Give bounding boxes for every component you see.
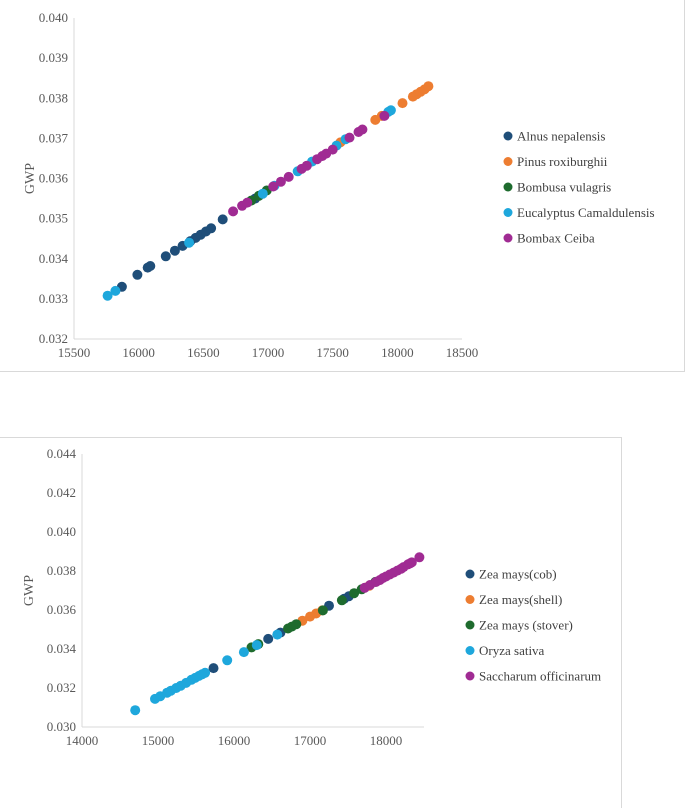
chart-1-data-point <box>160 251 171 262</box>
chart-2-legend-marker <box>465 595 475 604</box>
chart-panel-2: 0.030 0.032 0.034 0.036 0.038 0.040 0.042 0.044… <box>0 437 622 808</box>
chart-2-x-tick-label: 15000 <box>142 733 175 748</box>
chart-2-data-point <box>238 647 249 658</box>
chart-2-legend-marker <box>465 569 475 579</box>
chart-1-legend-marker <box>503 233 513 243</box>
chart-1-data-point <box>145 261 156 271</box>
chart-1-data-point <box>275 176 286 187</box>
chart-1-data-point <box>102 290 113 301</box>
chart-2-x-tick-label: 16000 <box>218 733 251 748</box>
chart-1-data-point <box>301 160 312 171</box>
scatter-chart-2: 0.030 0.032 0.034 0.036 0.038 0.040 0.042 0.044… <box>22 446 601 748</box>
chart-2-data-point <box>263 633 274 644</box>
chart-2-legend-marker <box>465 671 475 681</box>
chart-1-legend-marker <box>503 131 513 141</box>
chart-1-y-tick-label: 0.039 <box>39 50 68 65</box>
chart-1-data-point <box>385 105 396 116</box>
chart-1-legend-marker <box>503 208 513 217</box>
chart-2-y-tick-label: 0.036 <box>47 602 77 617</box>
chart-2-data-point <box>130 705 141 716</box>
chart-1-legend-label: Eucalyptus Camaldulensis <box>517 205 655 220</box>
chart-1-data-point <box>217 214 228 225</box>
chart-1-series-5 <box>228 110 390 217</box>
chart-1-y-tick-label: 0.037 <box>39 130 69 145</box>
chart-1-y-tick-label: 0.036 <box>39 171 69 186</box>
chart-2-legend-label: Oryza sativa <box>479 643 545 658</box>
chart-2-data-point <box>200 667 211 678</box>
chart-1-data-point <box>228 206 239 217</box>
chart-1-data-point <box>327 144 338 155</box>
chart-1-data-point <box>257 188 268 199</box>
chart-2-data-point <box>406 557 417 568</box>
chart-1-legend-marker <box>503 182 513 192</box>
chart-2-legend-marker <box>465 646 475 655</box>
chart-1-data-point <box>379 110 390 121</box>
chart-1-data-point <box>397 98 408 109</box>
chart-1-data-point <box>132 269 143 280</box>
chart-panel-1: 0.032 0.033 0.034 0.035 0.036 0.037 0.038 0.039… <box>0 0 685 372</box>
chart-2-y-tick-label: 0.038 <box>47 563 76 578</box>
chart-1-data-point <box>184 237 195 248</box>
chart-2-data-point <box>291 619 302 630</box>
chart-2-data-point <box>336 595 347 606</box>
chart-1-x-tick-label: 17000 <box>252 345 285 360</box>
chart-1-y-tick-label: 0.038 <box>39 90 68 105</box>
chart-1-data-point <box>283 171 294 182</box>
chart-1-legend-marker <box>503 157 513 166</box>
chart-2-series-4 <box>130 629 283 716</box>
chart-2-data-point <box>222 655 233 666</box>
chart-2-y-tick-label: 0.044 <box>47 446 77 461</box>
chart-1-legend-label: Pinus roxiburghii <box>517 154 608 169</box>
chart-2-series-5 <box>359 552 425 593</box>
chart-2-data-point <box>317 605 328 616</box>
chart-1-legend-label: Bombax Ceiba <box>517 231 595 246</box>
chart-2-y-axis-label: GWP <box>22 575 37 606</box>
chart-2-legend-label: Zea mays(cob) <box>479 567 557 582</box>
chart-2-data-point <box>251 640 262 651</box>
chart-2-x-tick-label: 17000 <box>294 733 327 748</box>
chart-2-legend-marker <box>465 620 475 630</box>
chart-1-data-point <box>169 245 180 256</box>
chart-1-x-tick-label: 15500 <box>58 345 91 360</box>
chart-1-data-point <box>110 285 121 296</box>
chart-2-legend-label: Zea mays(shell) <box>479 592 562 607</box>
chart-1-y-tick-label: 0.035 <box>39 211 68 226</box>
chart-1-y-tick-label: 0.034 <box>39 251 69 266</box>
chart-1-y-tick-label: 0.033 <box>39 291 68 306</box>
scatter-chart-1: 0.032 0.033 0.034 0.035 0.036 0.037 0.038 0.039… <box>23 10 655 360</box>
chart-2-y-tick-label: 0.034 <box>47 641 77 656</box>
chart-1-data-point <box>206 223 217 234</box>
chart-1-legend-label: Alnus nepalensis <box>517 129 605 144</box>
chart-2-y-tick-label: 0.040 <box>47 524 76 539</box>
chart-2-y-tick-label: 0.032 <box>47 680 76 695</box>
chart-1-y-tick-label: 0.032 <box>39 331 68 346</box>
chart-1-data-point <box>242 197 253 208</box>
chart-2-x-tick-label: 18000 <box>370 733 403 748</box>
chart-1-x-tick-label: 17500 <box>316 345 349 360</box>
chart-1-y-tick-label: 0.040 <box>39 10 68 25</box>
chart-2-data-point <box>349 588 360 599</box>
chart-2-data-point <box>272 629 283 640</box>
chart-1-y-axis-label: GWP <box>23 163 38 194</box>
chart-1-data-point <box>268 181 279 192</box>
chart-1-data-point <box>423 81 434 92</box>
chart-2-y-tick-label: 0.030 <box>47 719 76 734</box>
chart-1-x-tick-label: 16000 <box>122 345 155 360</box>
chart-2-data-point <box>414 552 425 563</box>
chart-2-data-point <box>208 663 219 674</box>
chart-1-data-point <box>344 132 355 143</box>
chart-2-legend-label: Zea mays (stover) <box>479 618 573 633</box>
chart-1-data-point <box>357 124 368 135</box>
chart-1-x-tick-label: 18500 <box>446 345 479 360</box>
chart-2-x-tick-label: 14000 <box>66 733 99 748</box>
chart-1-x-tick-label: 18000 <box>381 345 414 360</box>
chart-1-x-tick-label: 16500 <box>187 345 220 360</box>
chart-2-y-tick-label: 0.042 <box>47 485 76 500</box>
chart-1-legend-label: Bombusa vulagris <box>517 180 611 195</box>
chart-2-legend-label: Saccharum officinarum <box>479 669 601 684</box>
